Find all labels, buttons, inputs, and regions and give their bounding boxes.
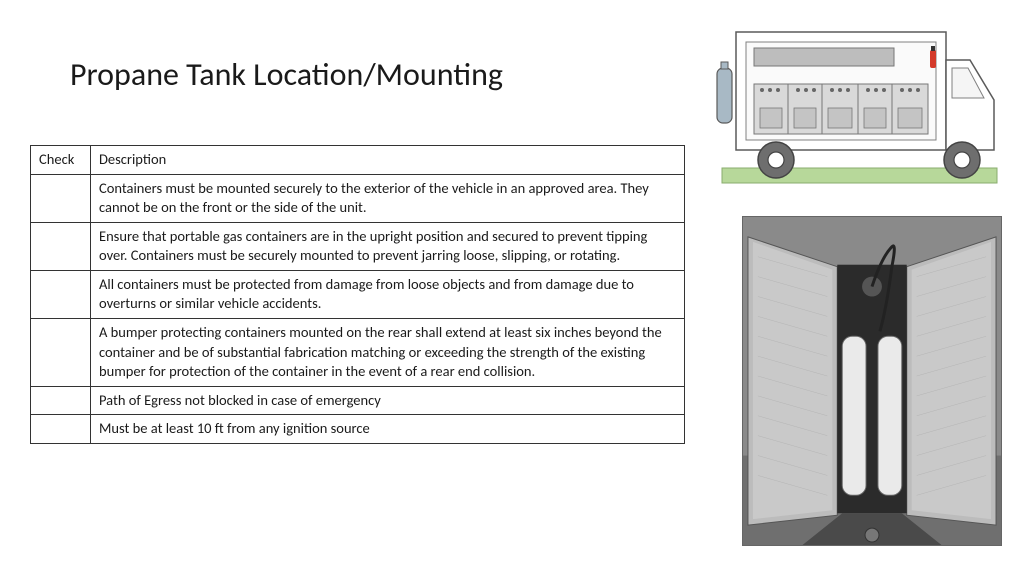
cell-desc: Containers must be mounted securely to t… [90,174,684,222]
table-header-description: Description [90,146,684,175]
table-row: Ensure that portable gas containers are … [31,222,685,270]
table-row: A bumper protecting containers mounted o… [31,318,685,386]
cell-desc: All containers must be protected from da… [90,270,684,318]
table-row: Must be at least 10 ft from any ignition… [31,415,685,444]
cell-desc: Must be at least 10 ft from any ignition… [90,415,684,444]
cell-check [31,318,91,386]
table-row: Containers must be mounted securely to t… [31,174,685,222]
table-row: All containers must be protected from da… [31,270,685,318]
cell-check [31,270,91,318]
cell-check [31,415,91,444]
checklist-table: Check Description Containers must be mou… [30,145,685,444]
slide-title: Propane Tank Location/Mounting [70,55,503,94]
cell-check [31,174,91,222]
table-header-check: Check [31,146,91,175]
cell-check [31,386,91,415]
cell-desc: Path of Egress not blocked in case of em… [90,386,684,415]
cell-desc: A bumper protecting containers mounted o… [90,318,684,386]
cell-check [31,222,91,270]
cell-desc: Ensure that portable gas containers are … [90,222,684,270]
table-row: Path of Egress not blocked in case of em… [31,386,685,415]
propane-mount-photo [742,216,1002,546]
food-truck-diagram [712,10,1002,190]
